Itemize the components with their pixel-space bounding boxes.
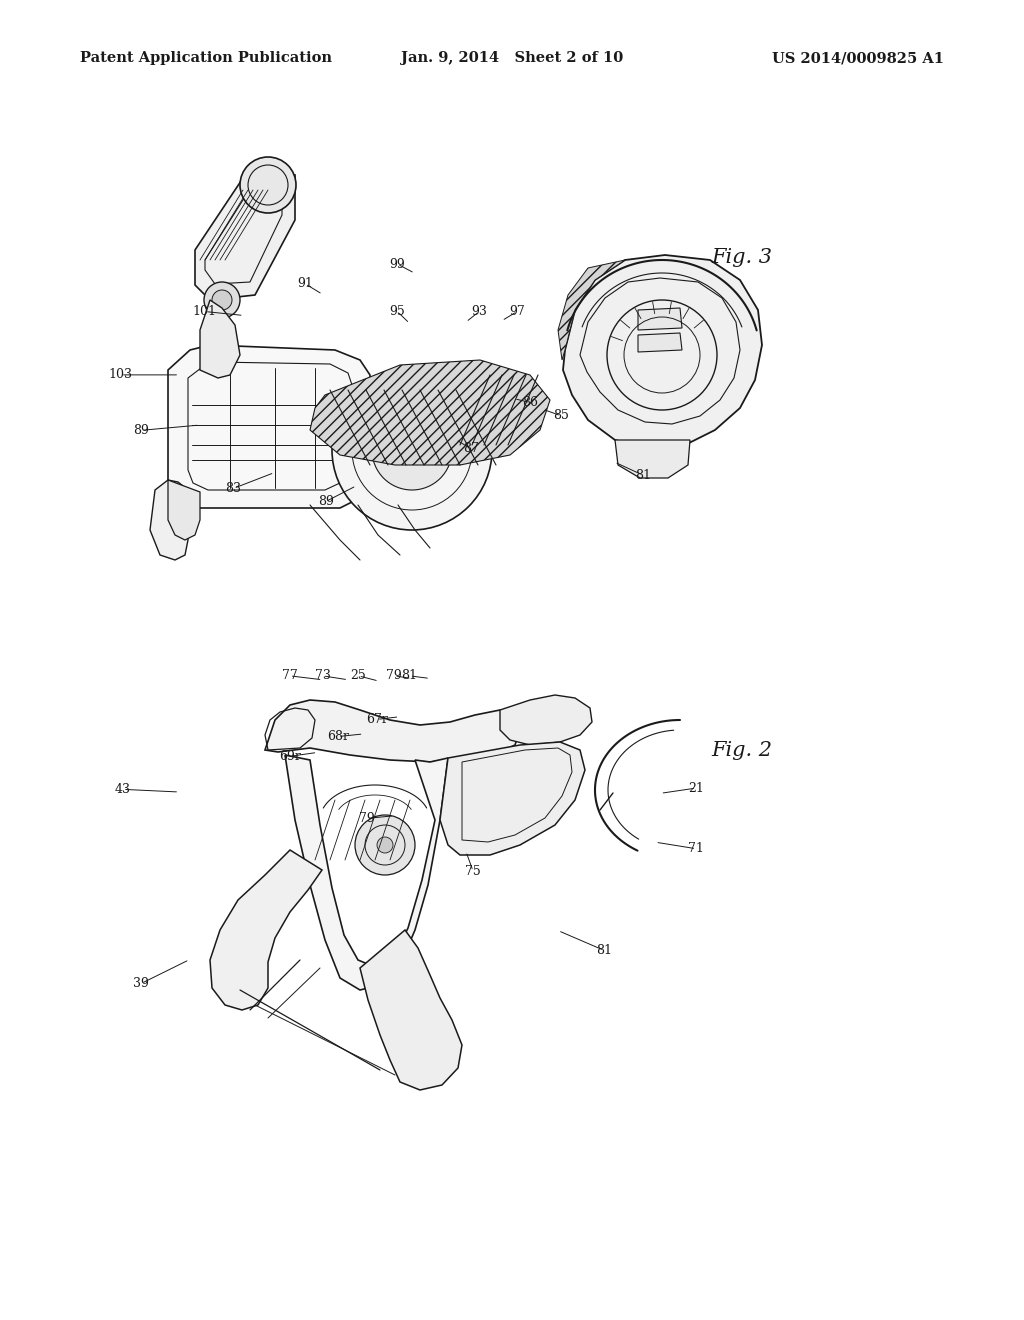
Text: Fig. 3: Fig. 3: [712, 248, 773, 267]
Text: 25: 25: [350, 669, 367, 682]
Text: 39: 39: [133, 977, 150, 990]
Circle shape: [204, 282, 240, 318]
Text: 103: 103: [109, 368, 133, 381]
Polygon shape: [168, 345, 370, 508]
Polygon shape: [558, 260, 625, 360]
Text: 99: 99: [389, 257, 406, 271]
Polygon shape: [195, 176, 295, 300]
Text: 83: 83: [225, 482, 242, 495]
Polygon shape: [500, 696, 592, 744]
Text: 89: 89: [133, 424, 150, 437]
Polygon shape: [440, 742, 585, 855]
Text: 86: 86: [522, 396, 539, 409]
Text: 91: 91: [297, 277, 313, 290]
Polygon shape: [200, 300, 240, 378]
Text: US 2014/0009825 A1: US 2014/0009825 A1: [772, 51, 944, 65]
Text: 81: 81: [401, 669, 418, 682]
Polygon shape: [563, 255, 762, 447]
Text: 81: 81: [596, 944, 612, 957]
Text: 79: 79: [358, 812, 375, 825]
Text: 89: 89: [317, 495, 334, 508]
Text: Patent Application Publication: Patent Application Publication: [80, 51, 332, 65]
Polygon shape: [615, 440, 690, 478]
Text: 68r: 68r: [327, 730, 349, 743]
Polygon shape: [310, 360, 550, 465]
Text: 93: 93: [471, 305, 487, 318]
Polygon shape: [150, 480, 188, 560]
Text: 69r: 69r: [279, 750, 301, 763]
Text: 79: 79: [386, 669, 402, 682]
Text: 77: 77: [282, 669, 298, 682]
Polygon shape: [285, 755, 449, 990]
Text: Jan. 9, 2014   Sheet 2 of 10: Jan. 9, 2014 Sheet 2 of 10: [400, 51, 624, 65]
Text: 81: 81: [635, 469, 651, 482]
Circle shape: [332, 370, 492, 531]
Text: 21: 21: [688, 781, 705, 795]
Circle shape: [355, 814, 415, 875]
Text: 97: 97: [509, 305, 525, 318]
Text: 67r: 67r: [366, 713, 388, 726]
Circle shape: [372, 411, 452, 490]
Text: 87: 87: [463, 442, 479, 455]
Polygon shape: [638, 308, 682, 330]
Text: Fig. 2: Fig. 2: [712, 741, 773, 760]
Circle shape: [377, 837, 393, 853]
Text: 85: 85: [553, 409, 569, 422]
Polygon shape: [265, 700, 520, 762]
Text: 75: 75: [465, 865, 481, 878]
Polygon shape: [210, 850, 322, 1010]
Circle shape: [212, 290, 232, 310]
Text: 101: 101: [193, 305, 217, 318]
Polygon shape: [360, 931, 462, 1090]
Circle shape: [240, 157, 296, 213]
Text: 95: 95: [389, 305, 406, 318]
Text: 71: 71: [688, 842, 705, 855]
Polygon shape: [638, 333, 682, 352]
Text: 43: 43: [115, 783, 131, 796]
Text: 73: 73: [314, 669, 331, 682]
Polygon shape: [168, 480, 200, 540]
